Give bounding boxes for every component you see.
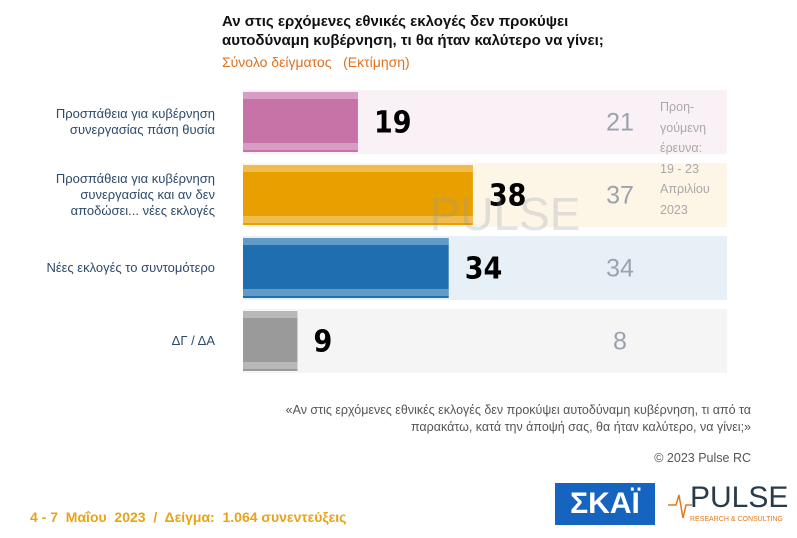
row-band — [243, 309, 727, 373]
subtitle: Σύνολο δείγματος (Εκτίμηση) — [222, 54, 410, 70]
skai-logo-box — [555, 483, 655, 525]
value-label: 34 — [465, 252, 503, 287]
bar-highlight — [243, 311, 298, 318]
category-label: Νέες εκλογές το συντομότερο — [46, 260, 215, 275]
category-label: ΔΓ / ΔΑ — [171, 333, 215, 348]
value-label: 19 — [374, 106, 412, 141]
previous-label: Προη-γούμενη έρευνα: 19 - 23 Απριλίου 2023 — [660, 97, 730, 220]
previous-value: 34 — [606, 255, 634, 283]
bar-highlight — [243, 238, 449, 245]
question-note: «Αν στις ερχόμενες εθνικές εκλογές δεν π… — [285, 403, 751, 434]
bar-highlight — [243, 216, 473, 223]
bar-highlight — [243, 289, 449, 296]
footer: 4 - 7 Μαΐου 2023 / Δείγμα: 1.064 συνεντε… — [30, 509, 347, 525]
chart-title: Αν στις ερχόμενες εθνικές εκλογές δεν πρ… — [222, 13, 604, 49]
previous-value: 8 — [613, 328, 627, 356]
bar-highlight — [243, 143, 358, 150]
previous-label-line: 19 - 23 — [660, 161, 699, 176]
previous-label-line: γούμενη — [660, 120, 707, 135]
bar-highlight — [243, 362, 298, 369]
previous-label-line: έρευνα: — [660, 141, 703, 155]
skai-logo: ΣΚΑΪ — [570, 487, 640, 520]
bar-highlight — [243, 165, 473, 172]
previous-label-line: Απριλίου — [660, 182, 710, 196]
value-label: 9 — [313, 325, 332, 360]
category-label: Προσπάθεια για κυβέρνηση συνεργασίας πάσ… — [55, 106, 215, 137]
previous-label-line: 2023 — [660, 202, 688, 217]
bar-highlight — [243, 92, 358, 99]
copyright: © 2023 Pulse RC — [654, 451, 751, 465]
bar — [243, 238, 449, 298]
pulse-logo-sub: RESEARCH & CONSULTING — [690, 516, 783, 523]
previous-value: 21 — [606, 109, 634, 137]
bar — [243, 92, 358, 152]
watermark: PULSE — [430, 188, 581, 240]
previous-value: 37 — [606, 182, 634, 210]
category-label: Προσπάθεια για κυβέρνηση συνεργασίας και… — [55, 171, 215, 218]
previous-label-line: Προη- — [660, 100, 695, 114]
pulse-logo: PULSE — [690, 481, 788, 514]
value-label: 38 — [489, 179, 527, 214]
bar — [243, 311, 298, 371]
pulse-logo-wave — [668, 494, 692, 519]
bar — [243, 165, 473, 225]
